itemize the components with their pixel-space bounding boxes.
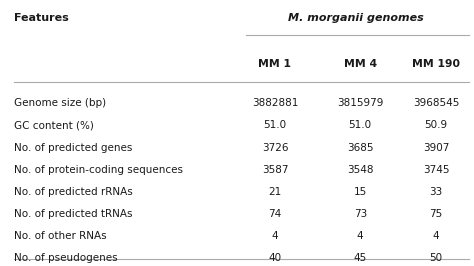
- Text: 50.9: 50.9: [425, 120, 447, 131]
- Text: 3882881: 3882881: [252, 98, 298, 109]
- Text: MM 1: MM 1: [258, 59, 292, 69]
- Text: 4: 4: [433, 231, 439, 241]
- Text: No. of predicted tRNAs: No. of predicted tRNAs: [14, 209, 133, 219]
- Text: 51.0: 51.0: [264, 120, 286, 131]
- Text: 3726: 3726: [262, 143, 288, 153]
- Text: 3815979: 3815979: [337, 98, 383, 109]
- Text: MM 190: MM 190: [412, 59, 460, 69]
- Text: 3745: 3745: [423, 165, 449, 175]
- Text: No. of pseudogenes: No. of pseudogenes: [14, 253, 118, 263]
- Text: 3587: 3587: [262, 165, 288, 175]
- Text: No. of predicted rRNAs: No. of predicted rRNAs: [14, 187, 133, 197]
- Text: No. of other RNAs: No. of other RNAs: [14, 231, 107, 241]
- Text: 15: 15: [354, 187, 367, 197]
- Text: M. morganii genomes: M. morganii genomes: [288, 13, 423, 23]
- Text: 51.0: 51.0: [349, 120, 372, 131]
- Text: No. of protein-coding sequences: No. of protein-coding sequences: [14, 165, 183, 175]
- Text: 3685: 3685: [347, 143, 374, 153]
- Text: 73: 73: [354, 209, 367, 219]
- Text: 74: 74: [268, 209, 282, 219]
- Text: MM 4: MM 4: [344, 59, 377, 69]
- Text: 21: 21: [268, 187, 282, 197]
- Text: 40: 40: [268, 253, 282, 263]
- Text: 50: 50: [429, 253, 443, 263]
- Text: 75: 75: [429, 209, 443, 219]
- Text: 3548: 3548: [347, 165, 374, 175]
- Text: Features: Features: [14, 13, 69, 23]
- Text: No. of predicted genes: No. of predicted genes: [14, 143, 133, 153]
- Text: 3968545: 3968545: [413, 98, 459, 109]
- Text: 4: 4: [272, 231, 278, 241]
- Text: Genome size (bp): Genome size (bp): [14, 98, 106, 109]
- Text: 4: 4: [357, 231, 364, 241]
- Text: 45: 45: [354, 253, 367, 263]
- Text: GC content (%): GC content (%): [14, 120, 94, 131]
- Text: 33: 33: [429, 187, 443, 197]
- Text: 3907: 3907: [423, 143, 449, 153]
